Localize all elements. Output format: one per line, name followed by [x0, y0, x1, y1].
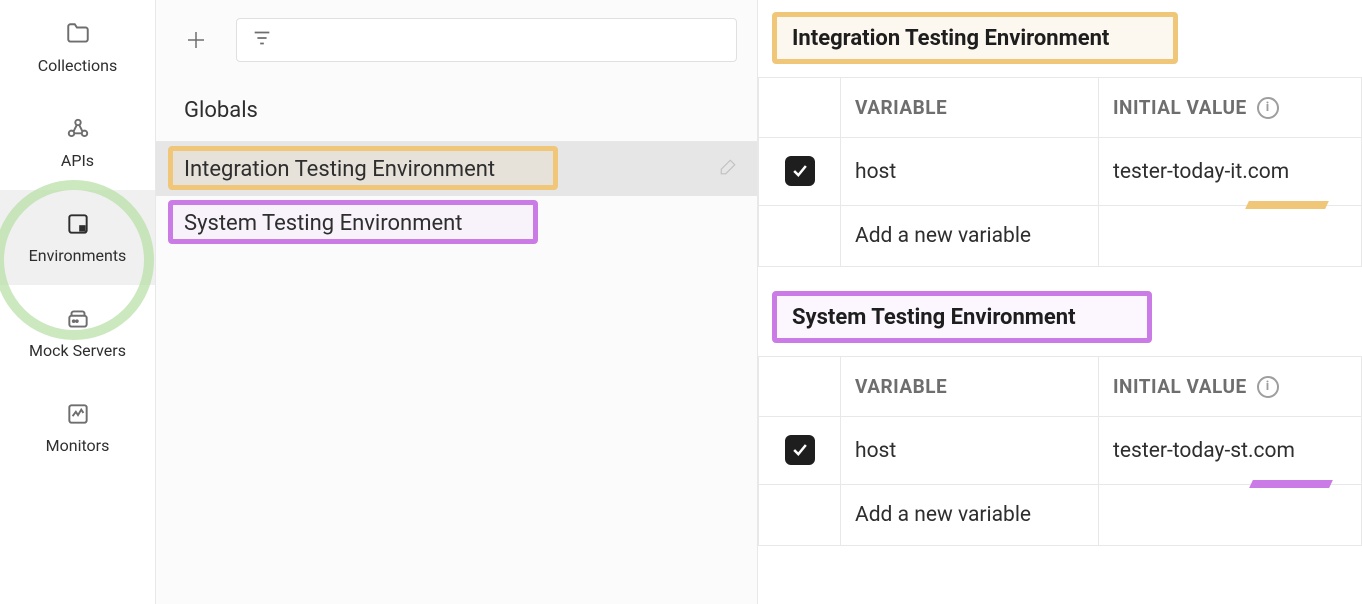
table-header-row: VARIABLE INITIAL VALUE i	[759, 357, 1362, 417]
globals-item[interactable]: Globals	[156, 80, 757, 142]
variable-value[interactable]: tester-today-st.com	[1099, 417, 1362, 485]
env-section-system: System Testing Environment VARIABLE INIT…	[758, 287, 1362, 546]
sidebar: Collections APIs Environments Mock Serve…	[0, 0, 156, 604]
initial-value-column-header: INITIAL VALUE i	[1099, 78, 1362, 138]
sidebar-item-label: Environments	[29, 246, 127, 265]
right-panel: Integration Testing Environment VARIABLE…	[758, 0, 1362, 604]
filter-input[interactable]	[236, 18, 737, 62]
checkbox[interactable]	[785, 156, 815, 186]
filter-icon	[251, 27, 273, 53]
add-button[interactable]	[176, 20, 216, 60]
check-column-header	[759, 357, 841, 417]
env-section-integration: Integration Testing Environment VARIABLE…	[758, 18, 1362, 267]
section-title: Integration Testing Environment	[778, 18, 1123, 59]
environment-icon	[64, 210, 92, 238]
check-column-header	[759, 78, 841, 138]
api-icon	[64, 115, 92, 143]
sidebar-item-monitors[interactable]: Monitors	[0, 380, 155, 475]
variable-column-header: VARIABLE	[841, 357, 1099, 417]
add-variable-placeholder[interactable]: Add a new variable	[841, 485, 1099, 546]
edit-icon[interactable]	[719, 158, 737, 180]
table-row[interactable]: host tester-today-it.com	[759, 138, 1362, 206]
folder-icon	[64, 20, 92, 48]
variable-name[interactable]: host	[841, 138, 1099, 206]
variable-name[interactable]: host	[841, 417, 1099, 485]
checkbox[interactable]	[785, 435, 815, 465]
sidebar-item-label: Mock Servers	[29, 341, 126, 360]
initial-value-column-header: INITIAL VALUE i	[1099, 357, 1362, 417]
sidebar-item-apis[interactable]: APIs	[0, 95, 155, 190]
variable-table: VARIABLE INITIAL VALUE i	[758, 356, 1362, 546]
sidebar-item-label: APIs	[61, 151, 94, 170]
sidebar-item-collections[interactable]: Collections	[0, 0, 155, 95]
variable-table: VARIABLE INITIAL VALUE i	[758, 77, 1362, 267]
environment-name: Integration Testing Environment	[176, 157, 495, 182]
monitor-icon	[64, 400, 92, 428]
middle-panel: Globals Integration Testing Environment …	[156, 0, 758, 604]
sidebar-item-environments[interactable]: Environments	[0, 190, 155, 285]
info-icon[interactable]: i	[1257, 97, 1279, 119]
sidebar-item-mock-servers[interactable]: Mock Servers	[0, 285, 155, 380]
server-icon	[64, 305, 92, 333]
environment-item-system[interactable]: System Testing Environment	[156, 196, 757, 250]
table-row[interactable]: host tester-today-st.com	[759, 417, 1362, 485]
sidebar-item-label: Collections	[38, 56, 118, 75]
middle-header	[156, 0, 757, 80]
table-header-row: VARIABLE INITIAL VALUE i	[759, 78, 1362, 138]
variable-column-header: VARIABLE	[841, 78, 1099, 138]
environment-item-integration[interactable]: Integration Testing Environment	[156, 142, 757, 196]
table-row-placeholder[interactable]: Add a new variable	[759, 485, 1362, 546]
info-icon[interactable]: i	[1257, 376, 1279, 398]
environment-list: Globals Integration Testing Environment …	[156, 80, 757, 604]
section-title: System Testing Environment	[778, 297, 1090, 338]
environment-name: System Testing Environment	[176, 211, 463, 236]
table-row-placeholder[interactable]: Add a new variable	[759, 206, 1362, 267]
sidebar-item-label: Monitors	[46, 436, 110, 455]
add-variable-placeholder[interactable]: Add a new variable	[841, 206, 1099, 267]
variable-value[interactable]: tester-today-it.com	[1099, 138, 1362, 206]
